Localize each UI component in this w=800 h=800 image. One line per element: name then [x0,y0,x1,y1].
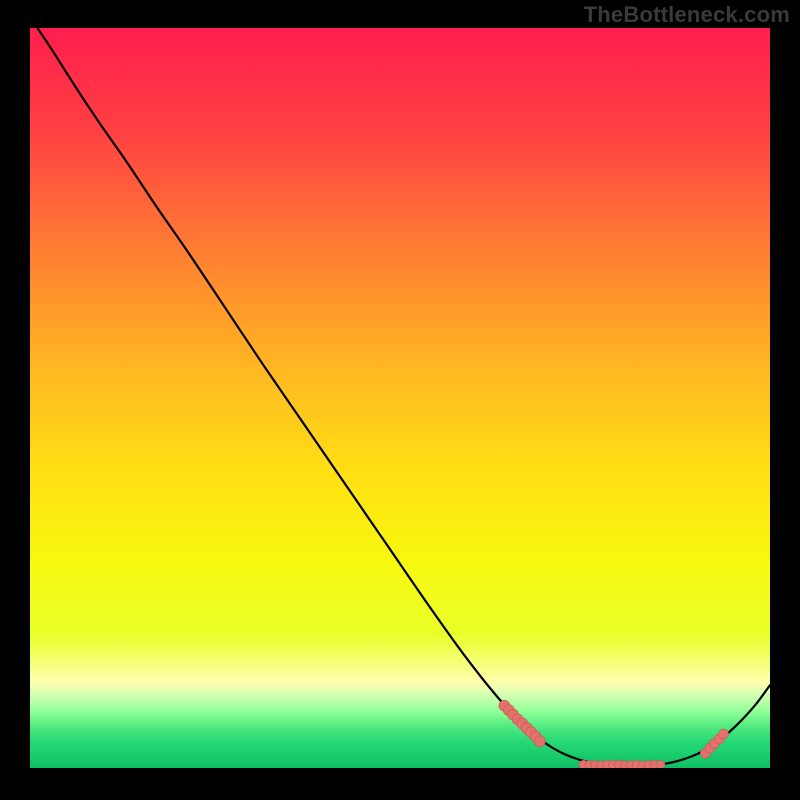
watermark-text: TheBottleneck.com [584,2,790,28]
bottleneck-chart: TheBottleneck.com [0,0,800,800]
marker-dot [534,736,545,747]
gradient-panel [30,28,770,768]
marker-dot [719,729,729,739]
chart-svg [0,0,800,800]
